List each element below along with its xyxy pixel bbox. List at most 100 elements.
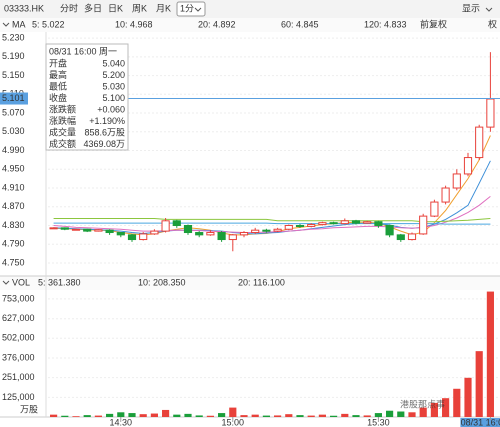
tooltip-value: 5.030 [102, 81, 125, 91]
candle-body [105, 229, 114, 234]
candle-body [407, 233, 417, 241]
tab[interactable]: 月K [156, 3, 171, 13]
y-tick-label: 4.950 [2, 164, 25, 174]
volume-bar [397, 411, 405, 417]
candle-body [251, 229, 260, 234]
tab[interactable]: 日K [108, 3, 123, 13]
legend-entry: 60: 4.845 [281, 19, 319, 29]
tooltip-date: 08/31 16:00 周一 [49, 46, 117, 56]
tab[interactable]: 1分 [180, 3, 194, 13]
display-menu[interactable]: 显示 [462, 3, 480, 13]
candle-body [295, 224, 305, 227]
tooltip-value: +1.190% [89, 116, 125, 126]
tooltip-value: 5.100 [102, 93, 125, 103]
candle-body [183, 224, 193, 234]
tooltip-key: 涨跌额 [49, 103, 76, 114]
volume-bar [162, 409, 170, 417]
volume-bar [386, 410, 394, 417]
volume-bar [106, 413, 114, 417]
tooltip-key: 开盘 [49, 57, 67, 68]
volume-bar [139, 414, 147, 417]
x-tick-label: 14:30 [110, 417, 133, 427]
volume-bar [486, 291, 494, 417]
candle-body [284, 224, 293, 230]
candle-body [228, 234, 237, 241]
volume-bar [94, 415, 102, 417]
volume-bar [117, 412, 125, 417]
ma-line [53, 196, 491, 233]
candle-body [430, 201, 439, 217]
candle-body [94, 229, 103, 232]
dropdown-arrow [485, 7, 493, 12]
candle-body [351, 220, 361, 224]
candle-body [340, 220, 349, 225]
volume-bar [475, 351, 483, 417]
candle-body [127, 234, 137, 241]
candle-body [486, 98, 495, 128]
volume-bar [195, 415, 203, 417]
candle-body [239, 232, 249, 236]
tab-selected[interactable] [176, 1, 206, 17]
volume-bar [229, 407, 237, 417]
candle-body [172, 220, 181, 226]
watermark: 港股那点事 [400, 398, 445, 409]
symbol: 03333.HK [4, 3, 44, 13]
x-tick-label: 08/31 16:00 [461, 417, 500, 427]
candle-body [374, 221, 383, 226]
y-tick-label: 5.070 [2, 107, 25, 117]
collapse-icon [2, 22, 10, 27]
toolbar-bg [0, 0, 500, 18]
tab[interactable]: 分时 [60, 2, 78, 13]
volume-bar [150, 413, 158, 417]
volume-bar [419, 407, 427, 417]
candle-body [60, 227, 69, 230]
vol-label: VOL [12, 277, 30, 287]
ma-line [53, 222, 491, 225]
volume-bar [464, 377, 472, 417]
tooltip-key: 收盘 [49, 92, 67, 103]
y-tick-label: 4.830 [2, 220, 25, 230]
tab[interactable]: 多日 [84, 2, 102, 13]
volume-bar [430, 402, 438, 417]
tab[interactable]: 周K [132, 3, 147, 13]
x-tick-label: 15:30 [367, 417, 390, 427]
adjust-label[interactable]: 前复权 [420, 18, 447, 29]
y-tick-label: 125,000 [2, 392, 35, 402]
collapse-icon [2, 280, 10, 285]
y-tick-label: 376,000 [2, 352, 35, 362]
last-price-box [0, 92, 28, 105]
tooltip-key: 最低 [49, 80, 67, 91]
candle-body [441, 187, 450, 203]
tooltip-value: 4369.08万 [83, 139, 125, 149]
candle-body [452, 173, 461, 189]
candle-body [71, 228, 81, 231]
candle-body [329, 222, 338, 225]
candle-body [273, 228, 282, 232]
volume-bar [184, 413, 192, 417]
volume-bar [363, 415, 371, 417]
candle-body [206, 232, 215, 236]
volume-bar [274, 415, 282, 417]
volume-bar [72, 416, 80, 417]
volume-bar [251, 414, 259, 417]
legend-entry: 10: 208.350 [138, 277, 186, 287]
y-tick-label: 4.790 [2, 239, 25, 249]
volume-bar [318, 414, 326, 417]
volume-bar [240, 415, 248, 417]
volume-bar [341, 413, 349, 417]
candle-body [161, 220, 170, 232]
candle-body [307, 224, 316, 227]
tooltip-value: 858.6万股 [84, 127, 125, 137]
candle-body [385, 224, 394, 236]
y-tick-label: 627,000 [2, 313, 35, 323]
legend-entry: 120: 4.833 [364, 19, 407, 29]
y-tick-label: 4.750 [2, 257, 25, 267]
volume-bar [218, 413, 226, 417]
candle-body [217, 232, 226, 241]
y-tick-label: 502,000 [2, 333, 35, 343]
volume-bar [307, 415, 315, 417]
y-tick-label: 753,000 [2, 293, 35, 303]
ma-bar-bg [0, 18, 500, 32]
